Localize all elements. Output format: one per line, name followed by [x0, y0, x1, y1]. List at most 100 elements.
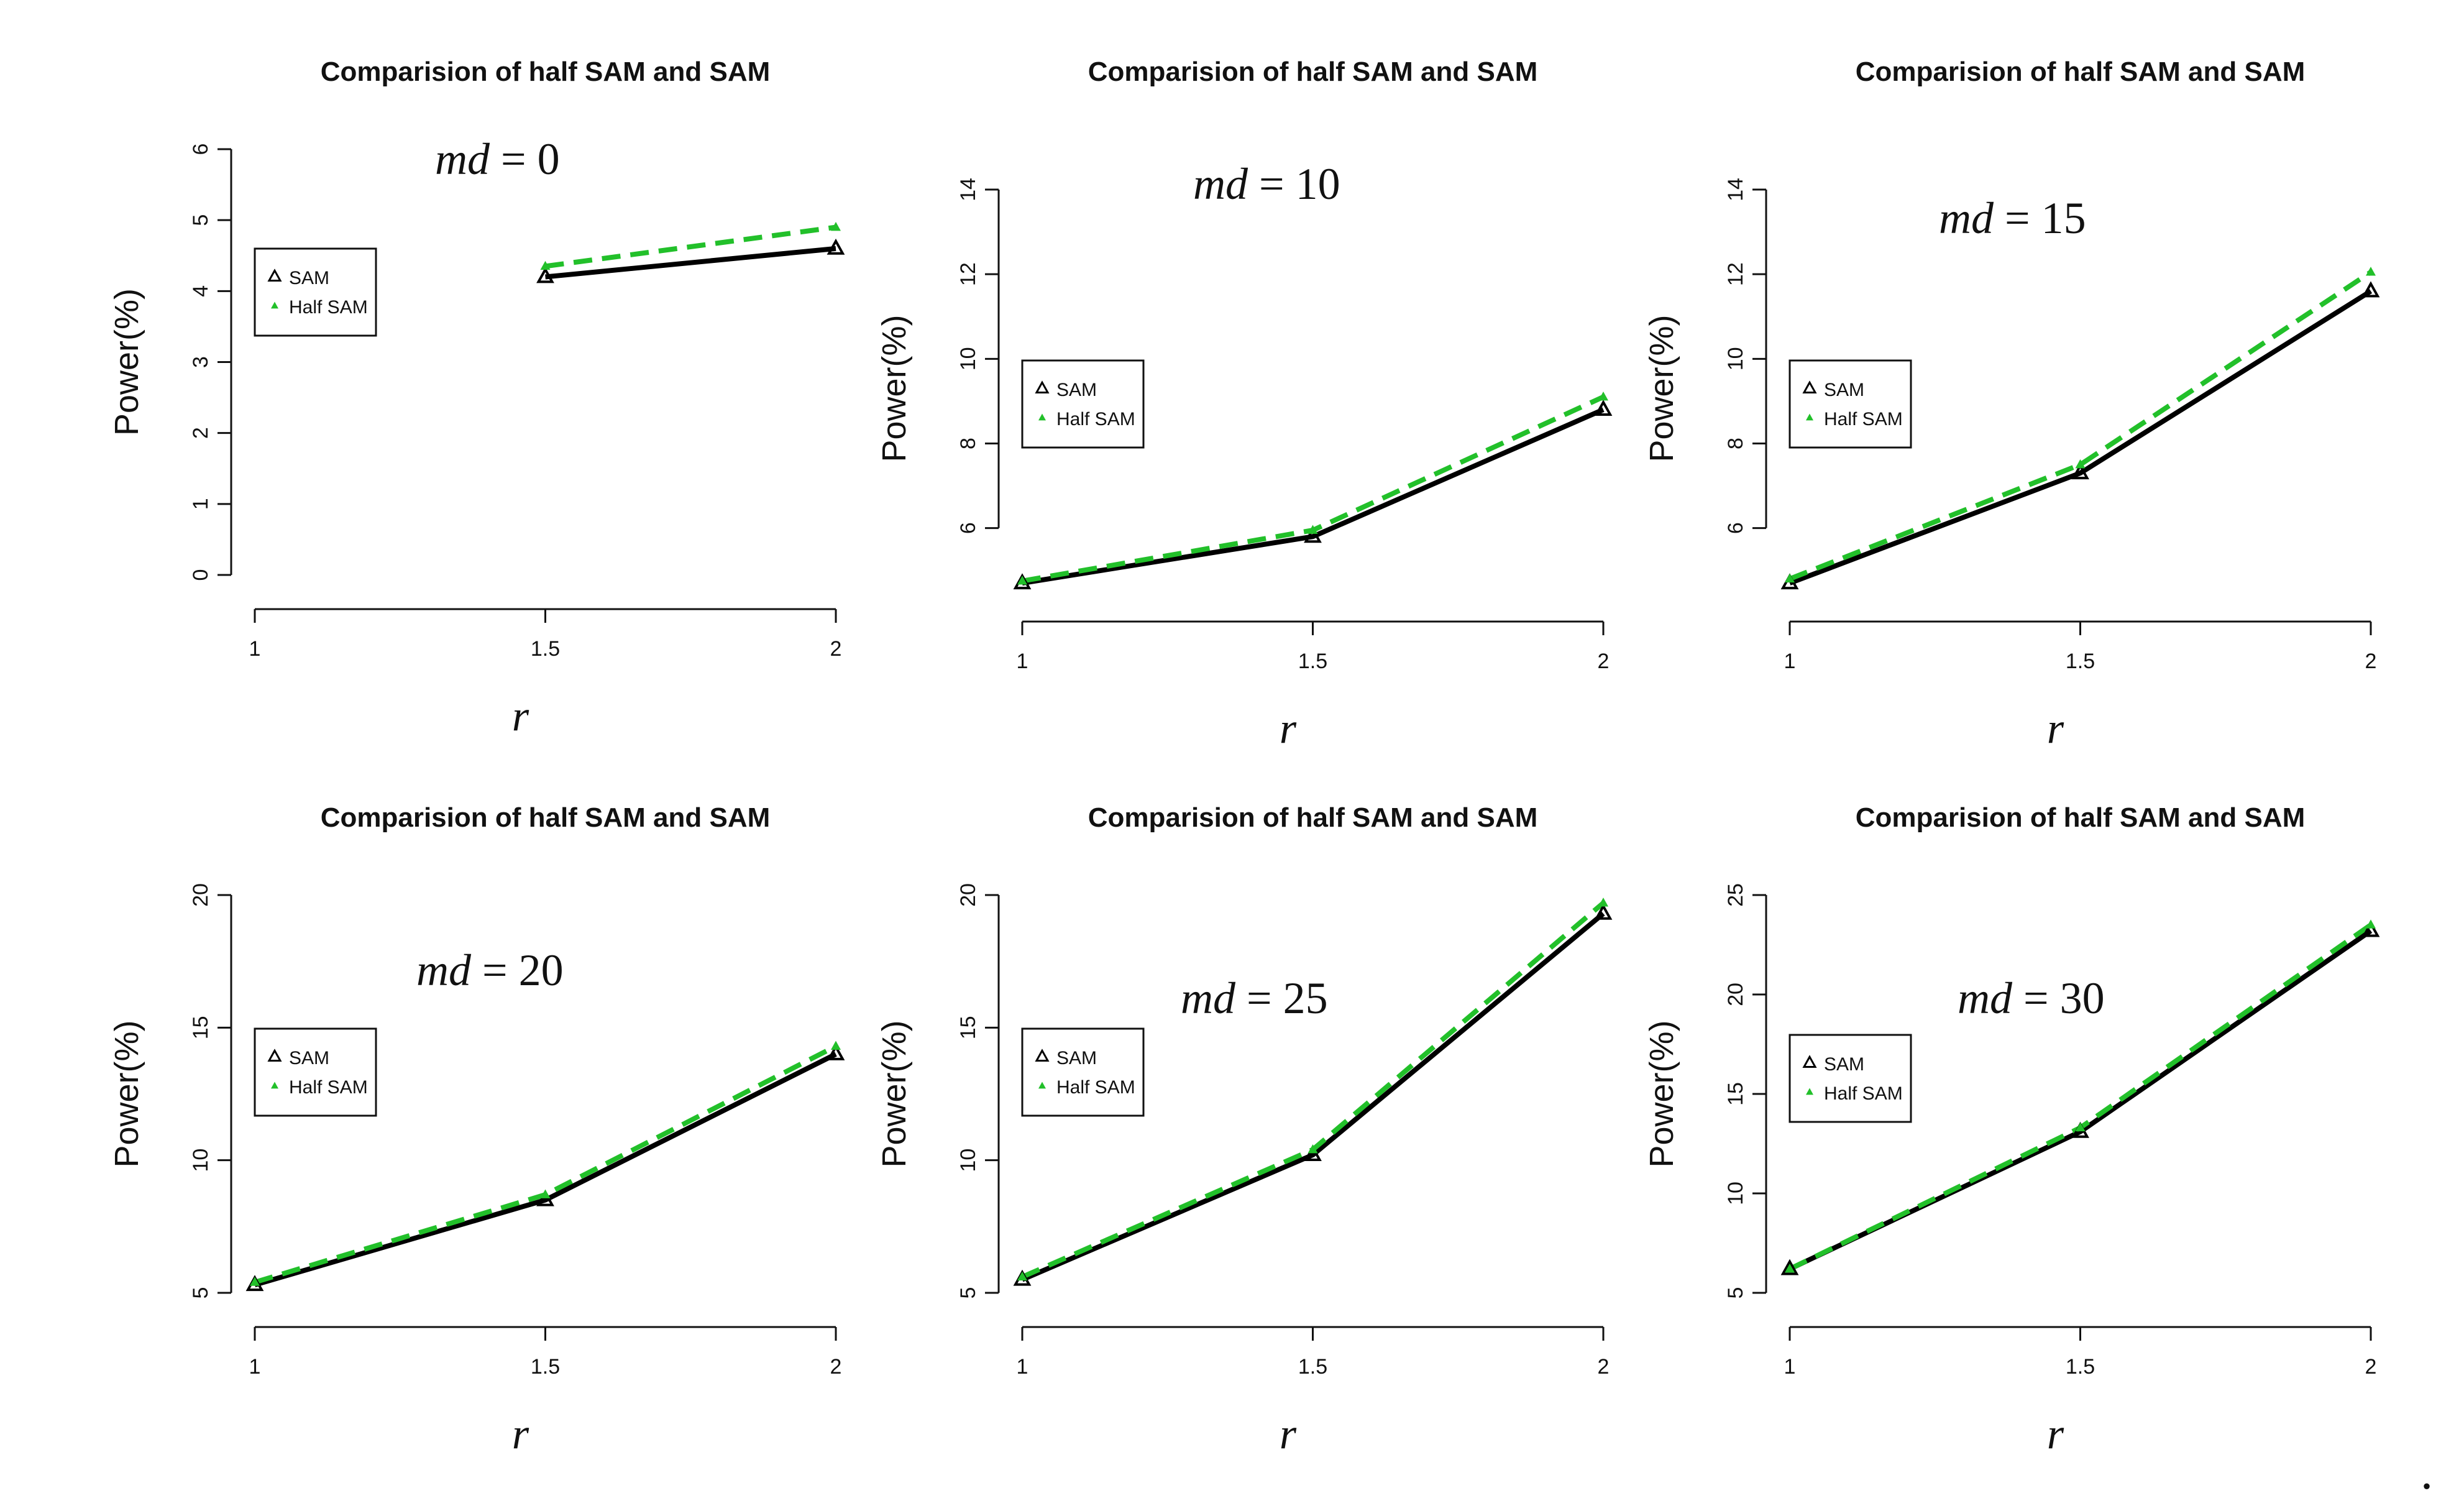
- md-equals: =: [490, 134, 538, 184]
- x-tick-label: 1.5: [1298, 1355, 1327, 1379]
- y-tick-label: 12: [1724, 262, 1747, 286]
- half-sam-point: [1785, 1263, 1795, 1273]
- y-tick-label: 0: [189, 569, 213, 581]
- chart-title: Comparision of half SAM and SAM: [1856, 57, 2306, 87]
- md-annotation: md = 15: [1939, 193, 2086, 243]
- legend-sam-label: SAM: [289, 1048, 329, 1068]
- sam-point: [1594, 903, 1613, 920]
- sam-point: [2071, 463, 2089, 480]
- x-tick-label: 2: [2365, 1355, 2377, 1379]
- half-sam-point: [1308, 1144, 1318, 1154]
- y-tick-label: 8: [956, 438, 980, 449]
- x-tick-label: 1.5: [1298, 650, 1327, 673]
- y-tick-label: 20: [189, 883, 213, 907]
- chart-title: Comparision of half SAM and SAM: [1088, 802, 1538, 833]
- half-sam-point: [2366, 919, 2376, 929]
- legend-box: [254, 247, 377, 337]
- trailing-period: .: [2420, 1445, 2433, 1500]
- half-sam-point: [2366, 267, 2376, 276]
- sam-line: [254, 1052, 837, 1288]
- y-tick-label: 1: [189, 498, 213, 510]
- y-tick-label: 10: [956, 1149, 980, 1172]
- y-axis-label: Power(%): [1643, 1020, 1680, 1167]
- md-annotation: md = 25: [1181, 973, 1328, 1023]
- sam-point: [2361, 281, 2380, 298]
- y-axis-label: Power(%): [108, 288, 145, 436]
- panel-6: Comparision of half SAM and SAM 5 10 15 20 25…: [1643, 802, 2380, 1458]
- half-sam-point: [1598, 391, 1608, 401]
- panel-4: Comparision of half SAM and SAM 5 10 15 20 Po…: [108, 802, 845, 1458]
- legend-half-sam-label: Half SAM: [1824, 409, 1903, 429]
- legend-sam-marker: [1802, 1055, 1817, 1068]
- legend-half-sam-marker: [271, 301, 278, 309]
- sam-line: [1021, 911, 1605, 1282]
- chart-title: Comparision of half SAM and SAM: [321, 802, 771, 833]
- sam-point: [1304, 526, 1322, 543]
- x-tick-label: 2: [830, 1355, 842, 1379]
- legend-half-sam-label: Half SAM: [1824, 1083, 1903, 1104]
- legend-sam-marker: [267, 1049, 282, 1062]
- sam-point: [827, 1044, 845, 1060]
- md-variable: md: [416, 945, 472, 995]
- legend-sam-marker: [1035, 380, 1050, 393]
- legend-sam-label: SAM: [1056, 380, 1097, 400]
- chart-title: Comparision of half SAM and SAM: [1088, 57, 1538, 87]
- legend-box: [1021, 359, 1145, 449]
- md-annotation: md = 10: [1193, 159, 1340, 209]
- legend-half-sam-label: Half SAM: [289, 297, 368, 318]
- md-equals: =: [471, 945, 519, 995]
- panel-5: Comparision of half SAM and SAM 5 10 15 20 Po…: [876, 802, 1613, 1458]
- legend-sam-label: SAM: [1824, 1054, 1864, 1075]
- legend-half-sam-marker: [1806, 1088, 1813, 1095]
- half-sam-point: [250, 1277, 260, 1286]
- x-axis-label: r: [2047, 705, 2064, 753]
- half-sam-point: [831, 1040, 841, 1050]
- legend-half-sam-marker: [1038, 413, 1046, 421]
- md-annotation: md = 30: [1958, 973, 2105, 1023]
- y-axis-label: Power(%): [876, 1020, 913, 1167]
- half-sam-point: [1017, 1271, 1027, 1281]
- y-axis-label: Power(%): [876, 315, 913, 462]
- y-tick-label: 5: [189, 1287, 213, 1299]
- half-sam-line: [544, 224, 836, 269]
- legend-box: [254, 1027, 377, 1117]
- x-tick-label: 1: [1017, 1355, 1028, 1379]
- x-tick-label: 2: [2365, 650, 2377, 673]
- x-tick-label: 2: [1598, 650, 1610, 673]
- y-tick-label: 12: [956, 262, 980, 286]
- md-annotation: md = 20: [416, 945, 564, 995]
- y-tick-label: 6: [1724, 522, 1747, 534]
- sam-point: [2361, 921, 2380, 937]
- panel-2: Comparision of half SAM and SAM68101214P…: [876, 57, 1613, 753]
- legend-half-sam-label: Half SAM: [1056, 409, 1135, 429]
- legend-half-sam-marker: [1038, 1082, 1046, 1089]
- y-tick-label: 5: [1724, 1287, 1747, 1299]
- y-tick-label: 3: [189, 356, 213, 368]
- sam-point: [536, 267, 554, 283]
- x-axis-label: r: [1280, 1410, 1297, 1458]
- half-sam-point: [2075, 459, 2086, 469]
- y-tick-label: 6: [189, 144, 213, 155]
- legend-sam-label: SAM: [1056, 1048, 1097, 1068]
- sam-point: [1594, 400, 1613, 416]
- y-tick-label: 15: [956, 1016, 980, 1039]
- x-tick-label: 1: [1784, 650, 1796, 673]
- md-variable: md: [1939, 193, 1994, 243]
- y-tick-label: 15: [1724, 1082, 1747, 1106]
- half-sam-line: [1788, 270, 2373, 582]
- legend-half-sam-marker: [271, 1082, 278, 1089]
- chart-title: Comparision of half SAM and SAM: [1856, 802, 2306, 833]
- half-sam-point: [540, 260, 551, 270]
- x-tick-label: 2: [1598, 1355, 1610, 1379]
- y-tick-label: 8: [1724, 438, 1747, 449]
- sam-point: [1780, 1259, 1799, 1275]
- half-sam-point: [1598, 898, 1608, 907]
- y-tick-label: 5: [956, 1287, 980, 1299]
- sam-line: [545, 246, 836, 280]
- y-tick-label: 6: [956, 522, 980, 534]
- md-value: 10: [1296, 159, 1340, 209]
- half-sam-point: [2075, 1122, 2086, 1132]
- sam-point: [1304, 1145, 1322, 1162]
- legend-half-sam-label: Half SAM: [1056, 1077, 1135, 1098]
- legend-box: [1788, 359, 1912, 449]
